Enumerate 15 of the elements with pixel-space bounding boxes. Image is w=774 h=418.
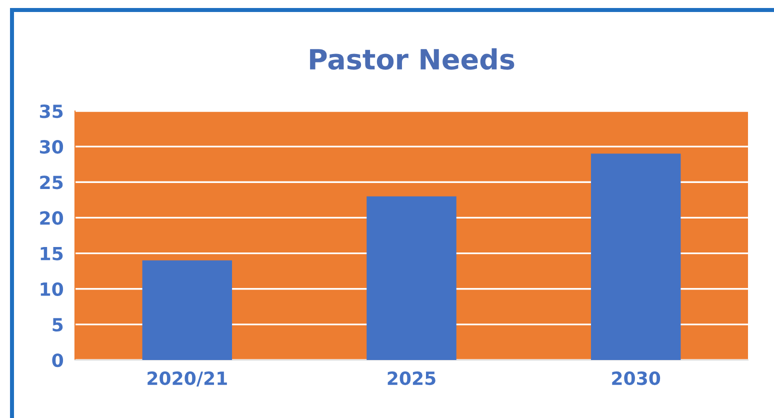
x-tick-label: 2020/21 (148, 371, 227, 387)
y-tick-label: 10 (40, 282, 64, 296)
chart-title: Pastor Needs (310, 48, 514, 70)
y-tick-label: 25 (40, 176, 63, 190)
x-tick-label: 2030 (612, 371, 660, 386)
bar (590, 154, 681, 360)
y-tick-label: 30 (40, 140, 64, 154)
y-tick-label: 5 (52, 318, 63, 332)
y-tick-label: 35 (40, 104, 63, 118)
bar (142, 260, 232, 360)
y-tick-label: 0 (52, 353, 64, 368)
y-tick-label: 15 (40, 246, 63, 260)
bar (366, 196, 456, 360)
y-tick-label: 20 (40, 211, 64, 225)
x-tick-label: 2025 (388, 371, 436, 386)
